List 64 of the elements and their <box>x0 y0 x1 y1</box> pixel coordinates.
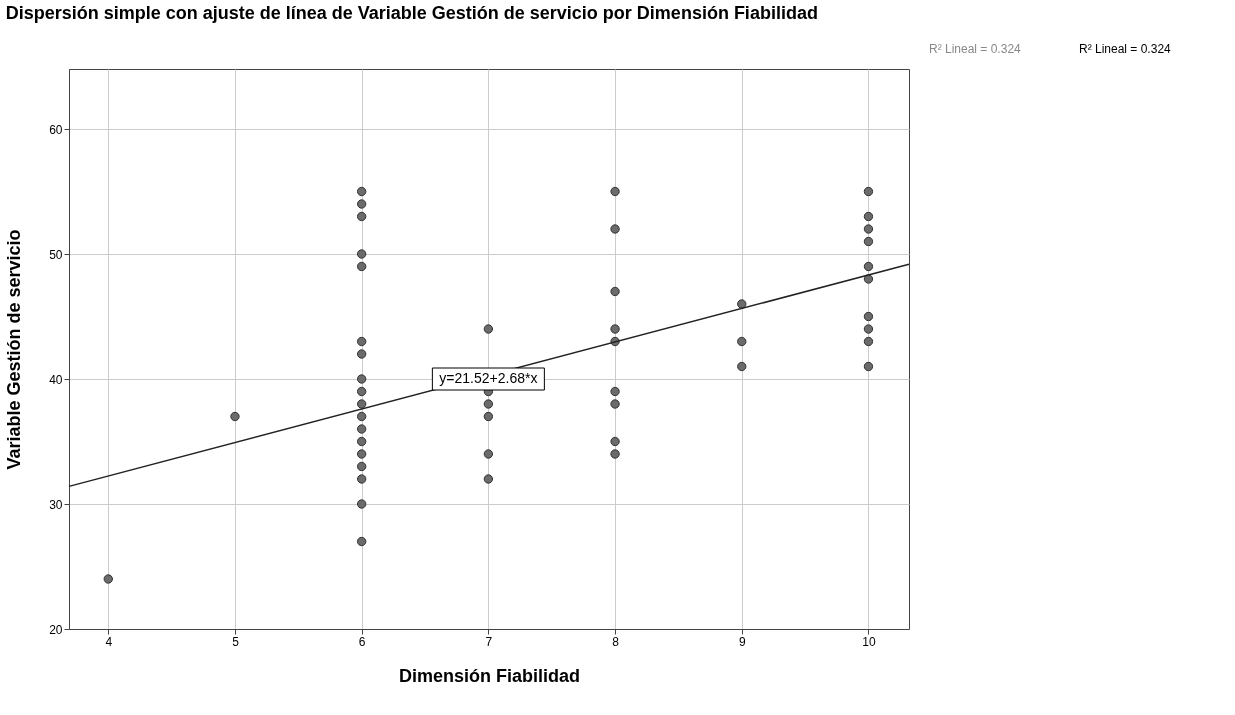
point <box>863 186 874 197</box>
point <box>356 199 367 209</box>
x-tick-label: 8 <box>612 634 620 649</box>
text: R² Lineal = 0.324 <box>1079 42 1172 56</box>
point <box>356 461 367 472</box>
x-tick-label: 10 <box>862 634 876 649</box>
point <box>863 236 874 247</box>
y-tick-label: 60 <box>49 122 63 137</box>
point <box>356 386 367 397</box>
annotation: y=21.52+2.68*x <box>439 370 538 386</box>
y-tick-label: 20 <box>49 622 63 637</box>
point <box>356 336 367 347</box>
point <box>230 411 240 422</box>
point <box>356 261 367 272</box>
point <box>863 361 874 372</box>
point <box>610 399 620 409</box>
point <box>356 211 367 222</box>
x-tick-label: 6 <box>358 634 366 649</box>
point <box>483 449 494 459</box>
x-tick-label: 5 <box>232 634 240 649</box>
point <box>356 424 367 434</box>
point <box>863 324 874 334</box>
point <box>863 336 874 347</box>
point <box>737 299 747 309</box>
point <box>610 449 620 459</box>
point <box>483 474 494 484</box>
point <box>356 449 367 459</box>
chart-title: Dispersión simple con ajuste de línea de Variable Gestión de servicio por Dimensión Fiabilidad <box>5 3 818 23</box>
point <box>356 436 367 447</box>
point <box>610 386 620 397</box>
point <box>483 324 494 334</box>
x-tick-label: 9 <box>738 634 746 649</box>
text: R² Lineal = 0.324 <box>929 42 1022 56</box>
point <box>863 211 874 222</box>
point <box>863 261 874 272</box>
point <box>610 286 620 297</box>
point <box>356 399 367 409</box>
y-tick-label: 30 <box>49 497 63 512</box>
point <box>483 411 494 422</box>
point <box>863 274 874 284</box>
point <box>863 224 874 234</box>
point <box>483 399 494 409</box>
point <box>103 574 113 584</box>
y-axis-title: Variable Gestión de servicio <box>4 229 25 470</box>
point <box>610 186 620 197</box>
y-tick-label: 50 <box>49 247 63 262</box>
point <box>863 311 874 322</box>
point <box>610 436 620 447</box>
point <box>356 499 367 509</box>
point <box>356 411 367 422</box>
point <box>610 324 620 334</box>
point <box>356 349 367 359</box>
point <box>737 361 747 372</box>
y-tick-label: 40 <box>49 372 63 387</box>
point <box>356 374 367 384</box>
point <box>737 336 747 347</box>
point <box>356 536 367 547</box>
point <box>610 224 620 234</box>
x-axis-title: Dimensión Fiabilidad <box>398 665 581 686</box>
point <box>356 249 367 259</box>
x-tick-label: 7 <box>485 634 493 649</box>
point <box>356 474 367 484</box>
x-tick-label: 4 <box>105 634 113 649</box>
point <box>356 186 367 197</box>
